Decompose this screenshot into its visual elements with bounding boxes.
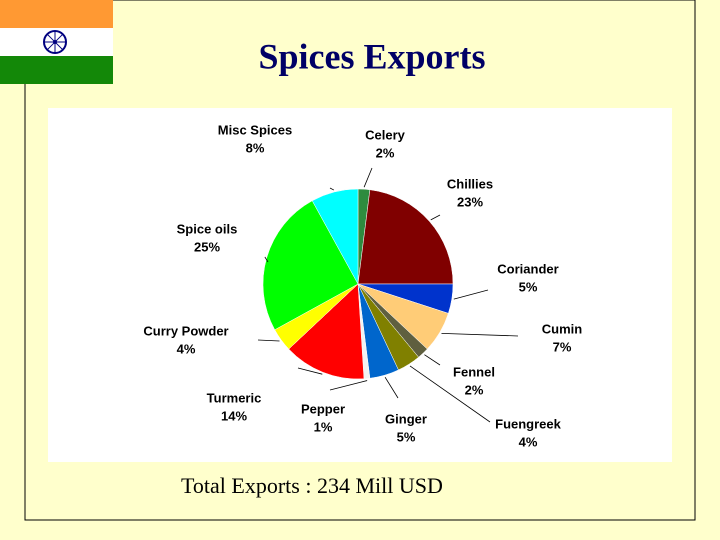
flag — [0, 0, 113, 84]
leader-line — [297, 367, 323, 375]
leader-line — [329, 380, 368, 391]
slice-label: Chillies — [447, 176, 493, 191]
slice-value-label: 4% — [519, 434, 538, 449]
slice-label: Fennel — [453, 364, 495, 379]
chart-title: Spices Exports — [258, 36, 485, 76]
slice-value-label: 2% — [376, 145, 395, 160]
leader-line — [363, 167, 373, 188]
slice-value-label: 2% — [465, 382, 484, 397]
slice-label: Misc Spices — [218, 122, 292, 137]
slice-value-label: 7% — [553, 339, 572, 354]
leader-line — [257, 339, 280, 342]
leader-line — [329, 187, 335, 191]
slice-label: Pepper — [301, 401, 345, 416]
slice-label: Ginger — [385, 411, 427, 426]
pie-slice — [357, 189, 454, 285]
slice-value-label: 14% — [221, 408, 247, 423]
leader-line — [453, 289, 489, 300]
leader-line — [430, 214, 441, 221]
pie-slice — [311, 188, 359, 285]
leader-line — [264, 256, 269, 263]
leader-line — [384, 376, 399, 399]
slice-value-label: 5% — [397, 429, 416, 444]
slice-label: Turmeric — [207, 390, 262, 405]
slice-label: Coriander — [497, 261, 558, 276]
chart-subtitle: Total Exports : 234 Mill USD — [181, 473, 443, 498]
slice-value-label: 1% — [314, 419, 333, 434]
leader-line — [424, 354, 441, 366]
leader-line — [441, 332, 519, 337]
slice-label: Cumin — [542, 321, 583, 336]
slice-label: Celery — [365, 127, 406, 142]
pie-slice — [262, 200, 359, 331]
pie-slice — [288, 283, 365, 380]
slice-value-label: 4% — [177, 341, 196, 356]
slice-value-label: 23% — [457, 194, 483, 209]
slice-value-label: 5% — [519, 279, 538, 294]
slice-label: Curry Powder — [143, 323, 228, 338]
slice-label: Fuengreek — [495, 416, 562, 431]
slice-label: Spice oils — [177, 221, 238, 236]
leader-line — [409, 365, 491, 423]
slice-value-label: 25% — [194, 239, 220, 254]
pie: Celery 2% Chillies 23% Coriander 5% Cumin 7% Fen… — [143, 122, 582, 449]
slice-value-label: 8% — [246, 140, 265, 155]
